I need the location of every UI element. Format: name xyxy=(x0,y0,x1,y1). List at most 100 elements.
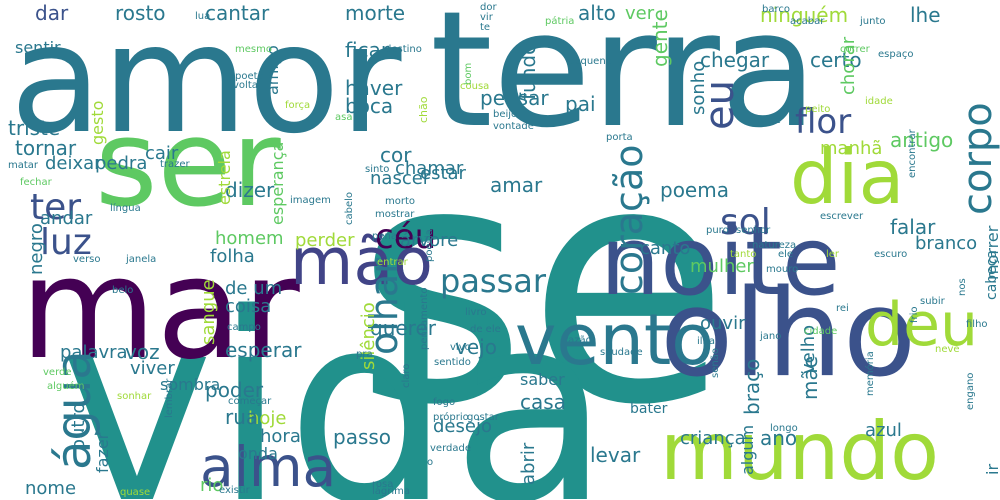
word-115: barco xyxy=(762,4,790,15)
word-25: dar xyxy=(35,1,69,25)
word-198: escuro xyxy=(874,249,908,260)
word-32: lhe xyxy=(910,3,941,27)
word-9: dia xyxy=(790,133,905,221)
word-175: neve xyxy=(935,344,960,355)
word-145: encontrar xyxy=(907,129,918,178)
word-22: flor xyxy=(795,102,852,142)
word-185: gostar xyxy=(467,412,499,423)
word-19: passar xyxy=(440,262,547,300)
word-144: mostrar xyxy=(375,209,415,220)
word-140: sinto xyxy=(365,164,390,175)
word-64: mulher xyxy=(690,256,754,277)
word-123: pequeno xyxy=(568,56,612,67)
word-4: ser xyxy=(95,95,281,234)
word-91: rio xyxy=(200,475,224,496)
word-85: ano xyxy=(760,426,798,450)
word-153: janela xyxy=(126,254,157,265)
word-46: deixar xyxy=(45,153,102,174)
word-182: começar xyxy=(228,396,272,407)
word-183: fogo xyxy=(433,397,456,408)
word-88: levar xyxy=(590,443,641,467)
word-189: longo xyxy=(770,423,798,434)
word-8: mundo xyxy=(660,405,940,498)
word-143: morto xyxy=(385,196,416,207)
word-117: junto xyxy=(860,16,886,27)
word-97: cabeça xyxy=(984,249,1000,300)
word-187: lembrar xyxy=(164,378,175,418)
word-6: olho xyxy=(660,265,917,404)
word-134: forte xyxy=(757,115,781,126)
word-73: palavra xyxy=(60,342,128,363)
word-120: mesmo xyxy=(235,44,272,55)
word-68: coisa xyxy=(225,296,272,317)
word-41: boca xyxy=(345,94,394,118)
word-192: existir xyxy=(219,485,250,496)
word-44: triste xyxy=(8,116,61,140)
word-162: filho xyxy=(966,319,988,330)
word-163: campo xyxy=(227,322,261,333)
word-2: terra xyxy=(430,0,818,163)
word-52: manhã xyxy=(820,138,883,159)
word-158: frio xyxy=(909,306,920,323)
word-127: asa xyxy=(335,112,353,123)
word-180: memória xyxy=(865,351,876,396)
word-58: falar xyxy=(890,215,936,239)
word-34: ficar xyxy=(345,38,390,62)
word-100: sangue xyxy=(198,279,219,345)
word-188: verdade xyxy=(430,443,471,454)
word-18: luz xyxy=(40,222,92,263)
word-83: casa xyxy=(520,390,566,414)
word-59: canto xyxy=(640,238,691,259)
word-65: branco xyxy=(915,233,978,254)
word-80: onda xyxy=(238,444,278,463)
word-36: chegar xyxy=(700,48,770,72)
word-147: mouro xyxy=(766,264,799,275)
word-129: cousa xyxy=(460,81,490,92)
word-110: lua xyxy=(195,11,211,22)
word-159: subir xyxy=(920,296,945,307)
word-176: alguém xyxy=(47,381,85,392)
word-197: ler xyxy=(826,249,840,260)
word-43: pai xyxy=(565,92,596,116)
word-167: jano xyxy=(760,331,782,342)
word-126: força xyxy=(285,100,311,111)
word-66: negro xyxy=(26,223,47,275)
word-82: desejo xyxy=(433,416,492,437)
word-84: saber xyxy=(520,370,565,389)
word-146: escrever xyxy=(820,211,864,222)
word-125: voltar xyxy=(233,80,262,91)
word-3: amor xyxy=(10,0,402,167)
word-74: voz xyxy=(125,340,160,364)
word-161: rei xyxy=(836,303,849,314)
word-165: vivo xyxy=(450,342,471,353)
word-94: ir xyxy=(983,463,1000,475)
word-40: haver xyxy=(345,76,403,100)
word-181: engano xyxy=(965,372,976,410)
word-70: ouvir xyxy=(700,313,746,334)
word-155: poesia xyxy=(424,229,435,262)
word-105: algum xyxy=(738,424,757,475)
word-166: livro xyxy=(465,307,487,318)
word-60: homem xyxy=(215,228,284,249)
word-78: hoje xyxy=(248,408,287,429)
word-141: imagem xyxy=(290,195,331,206)
word-76: sombra xyxy=(160,375,221,394)
word-194: lágrima xyxy=(372,486,411,497)
word-98: estrela xyxy=(215,150,234,205)
word-51: antigo xyxy=(890,128,954,152)
word-72: vejo xyxy=(455,335,497,359)
word-37: gente xyxy=(648,9,672,67)
word-156: belo xyxy=(112,285,134,296)
word-90: nome xyxy=(25,478,77,499)
word-10: vento xyxy=(515,299,715,381)
word-30: ver xyxy=(625,3,655,24)
word-109: rua xyxy=(225,405,259,429)
word-93: outro xyxy=(68,402,89,451)
word-54: dizer xyxy=(225,178,275,202)
word-86: criança xyxy=(680,428,746,449)
word-47: cair xyxy=(145,143,179,164)
word-151: pena xyxy=(372,231,397,242)
word-29: alto xyxy=(578,1,616,25)
word-170: verde xyxy=(43,367,72,378)
